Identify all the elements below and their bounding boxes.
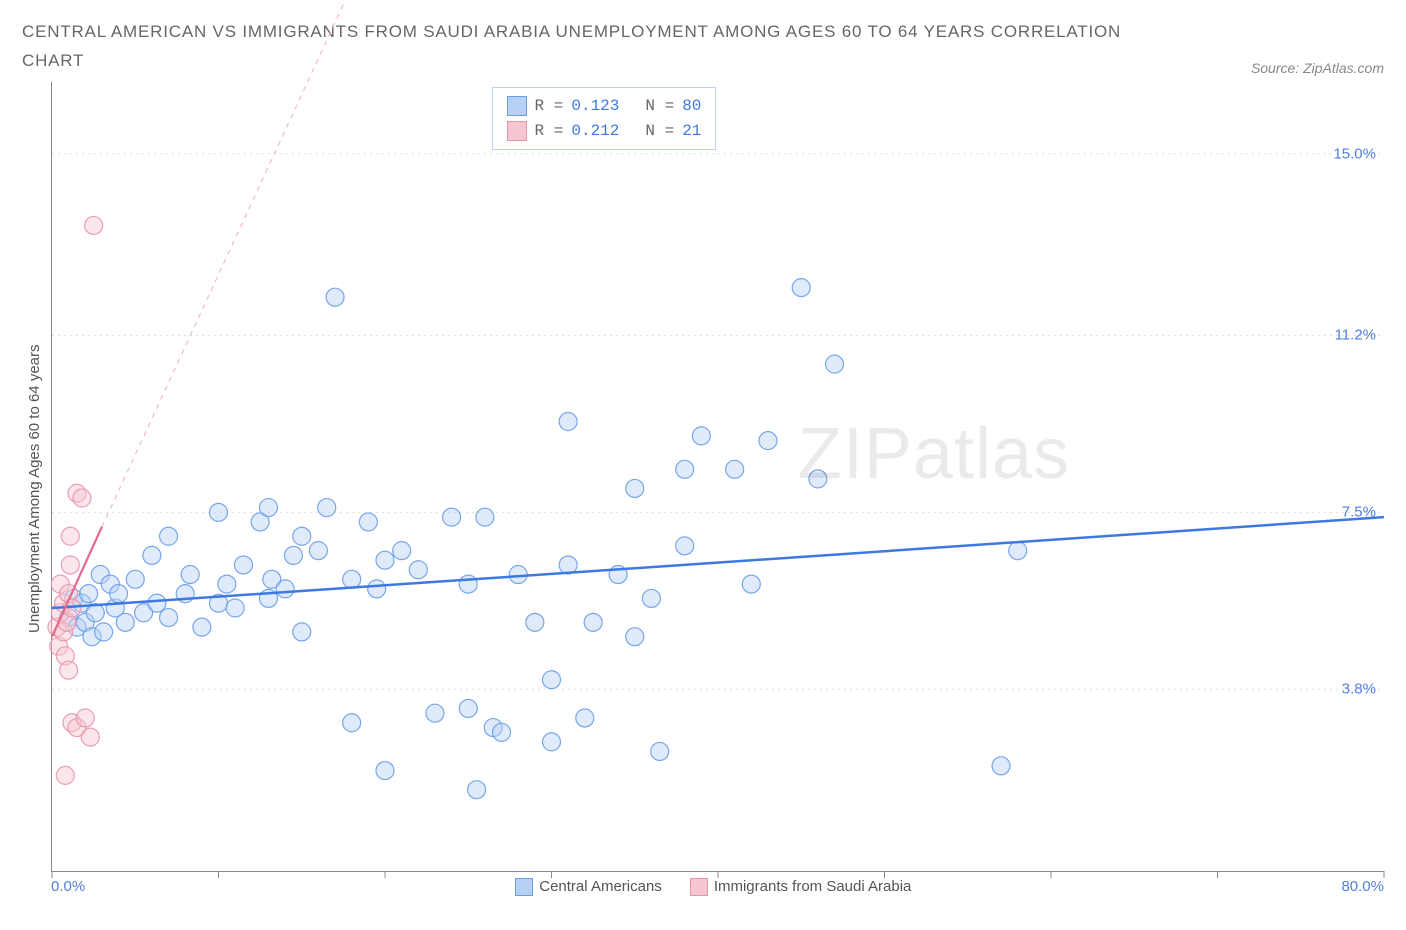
stat-n-label: N = xyxy=(645,94,674,119)
y-axis-label: Unemployment Among Ages 60 to 64 years xyxy=(22,82,43,896)
stat-swatch xyxy=(507,121,527,141)
y-tick-label: 15.0% xyxy=(1333,145,1376,162)
y-tick-label: 3.8% xyxy=(1342,681,1376,698)
y-tick-label: 7.5% xyxy=(1342,504,1376,521)
stat-r-label: R = xyxy=(535,119,564,144)
legend-item: Central Americans xyxy=(515,878,662,896)
scatter-plot: ZIPatlas R =0.123N =80R =0.212N = 21 3.8… xyxy=(51,82,1384,872)
chart-title: CENTRAL AMERICAN VS IMMIGRANTS FROM SAUD… xyxy=(22,18,1172,76)
stat-row: R = 0.212 N = 21 xyxy=(507,119,702,144)
stat-n-label: N = xyxy=(645,119,674,144)
legend-label: Immigrants from Saudi Arabia xyxy=(714,878,912,895)
stat-r-value: 0.212 xyxy=(571,119,619,144)
stat-row: R = 0.123 N = 80 xyxy=(507,94,702,119)
legend-swatch xyxy=(515,878,533,896)
stat-n-value: 80 xyxy=(682,94,701,119)
x-min-label: 0.0% xyxy=(51,878,85,895)
chart-wrap: Unemployment Among Ages 60 to 64 years Z… xyxy=(22,82,1384,896)
stat-swatch xyxy=(507,96,527,116)
stat-n-value: 21 xyxy=(682,119,701,144)
x-max-label: 80.0% xyxy=(1341,878,1384,895)
correlation-stat-box: R = 0.123 N = 80 R = 0.212 N = 21 xyxy=(492,87,717,151)
legend-item: Immigrants from Saudi Arabia xyxy=(690,878,912,896)
legend-swatch xyxy=(690,878,708,896)
legend-bottom: Central Americans Immigrants from Saudi A… xyxy=(515,878,911,896)
source-label: Source: ZipAtlas.com xyxy=(1251,60,1384,76)
x-axis-row: 0.0% Central Americans Immigrants from Sa… xyxy=(51,878,1384,896)
y-tick-label: 11.2% xyxy=(1335,327,1376,344)
stat-r-value: 0.123 xyxy=(571,94,619,119)
chart-header: CENTRAL AMERICAN VS IMMIGRANTS FROM SAUD… xyxy=(22,18,1384,76)
legend-label: Central Americans xyxy=(539,878,662,895)
stat-r-label: R = xyxy=(535,94,564,119)
